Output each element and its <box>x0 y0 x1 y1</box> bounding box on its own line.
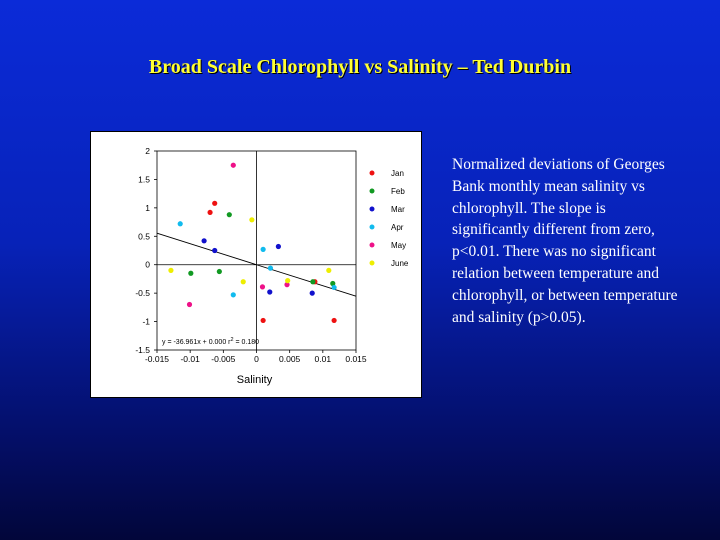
data-point-jan <box>260 317 266 324</box>
data-point-may <box>259 284 266 290</box>
data-point-mar <box>201 238 207 244</box>
y-tick-label: 0 <box>145 260 150 270</box>
data-point-apr <box>177 221 183 227</box>
data-point-mar <box>212 247 218 254</box>
data-point-feb <box>188 270 194 276</box>
legend-marker-may <box>369 242 375 248</box>
legend-label-mar: Mar <box>391 205 405 214</box>
data-point-june <box>168 267 174 273</box>
data-point-jan <box>331 317 337 324</box>
data-point-apr <box>260 246 266 252</box>
legend-marker-apr <box>369 224 375 230</box>
legend-label-jan: Jan <box>391 169 404 178</box>
x-tick-label: 0 <box>254 354 259 364</box>
data-point-june <box>326 267 332 273</box>
legend-marker-jan <box>369 170 375 176</box>
x-tick-label: -0.005 <box>211 354 235 364</box>
legend-label-apr: Apr <box>391 223 404 232</box>
legend-label-may: May <box>391 241 406 250</box>
slide-title: Broad Scale Chlorophyll vs Salinity – Te… <box>148 56 572 78</box>
y-tick-label: 1 <box>145 203 150 213</box>
data-point-june <box>285 278 291 284</box>
legend-marker-june <box>369 260 375 266</box>
x-tick-label: -0.015 <box>145 354 169 364</box>
y-tick-label: -1.5 <box>135 345 150 355</box>
data-point-feb <box>226 212 232 218</box>
y-tick-label: 0.5 <box>138 231 150 241</box>
data-point-mar <box>275 243 281 250</box>
data-point-feb <box>216 268 222 275</box>
data-point-may <box>186 301 193 308</box>
data-point-apr <box>230 292 236 298</box>
x-tick-label: 0.005 <box>279 354 301 364</box>
data-point-may <box>230 162 236 168</box>
data-point-jan <box>207 209 213 216</box>
x-tick-label: 0.01 <box>315 354 332 364</box>
x-tick-label: 0.015 <box>345 354 367 364</box>
description-text: Normalized deviations of Georges Bank mo… <box>452 156 678 326</box>
x-axis-label: Salinity <box>237 374 273 386</box>
equation-label: y = -36.961x + 0.000 r2 = 0.180 <box>162 337 259 346</box>
scatter-chart: -0.015 -0.01 -0.005 0 0.005 0.01 0.015 2 1.5 1 0.5… <box>135 146 409 386</box>
data-point-june <box>249 217 255 223</box>
y-tick-label: 2 <box>145 146 150 156</box>
data-point-may <box>284 282 290 288</box>
y-tick-label: -0.5 <box>135 288 150 298</box>
data-point-mar <box>309 290 315 296</box>
data-point-june <box>240 279 246 285</box>
chart-panel: -0.015 -0.01 -0.005 0 0.005 0.01 0.015 2 1.5 1 0.5… <box>90 131 422 398</box>
legend-label-june: June <box>391 259 409 268</box>
data-point-feb <box>330 280 336 287</box>
legend-marker-feb <box>369 188 375 194</box>
legend-marker-mar <box>369 206 375 212</box>
data-point-jan <box>212 200 218 206</box>
regression-line <box>156 232 357 297</box>
legend-label-feb: Feb <box>391 187 405 196</box>
data-point-mar <box>267 289 273 295</box>
y-tick-label: 1.5 <box>138 174 150 184</box>
data-point-feb <box>310 279 316 285</box>
x-tick-label: -0.01 <box>180 354 200 364</box>
data-point-apr <box>331 284 337 291</box>
data-point-apr <box>267 265 274 271</box>
y-tick-label: -1 <box>142 317 150 327</box>
